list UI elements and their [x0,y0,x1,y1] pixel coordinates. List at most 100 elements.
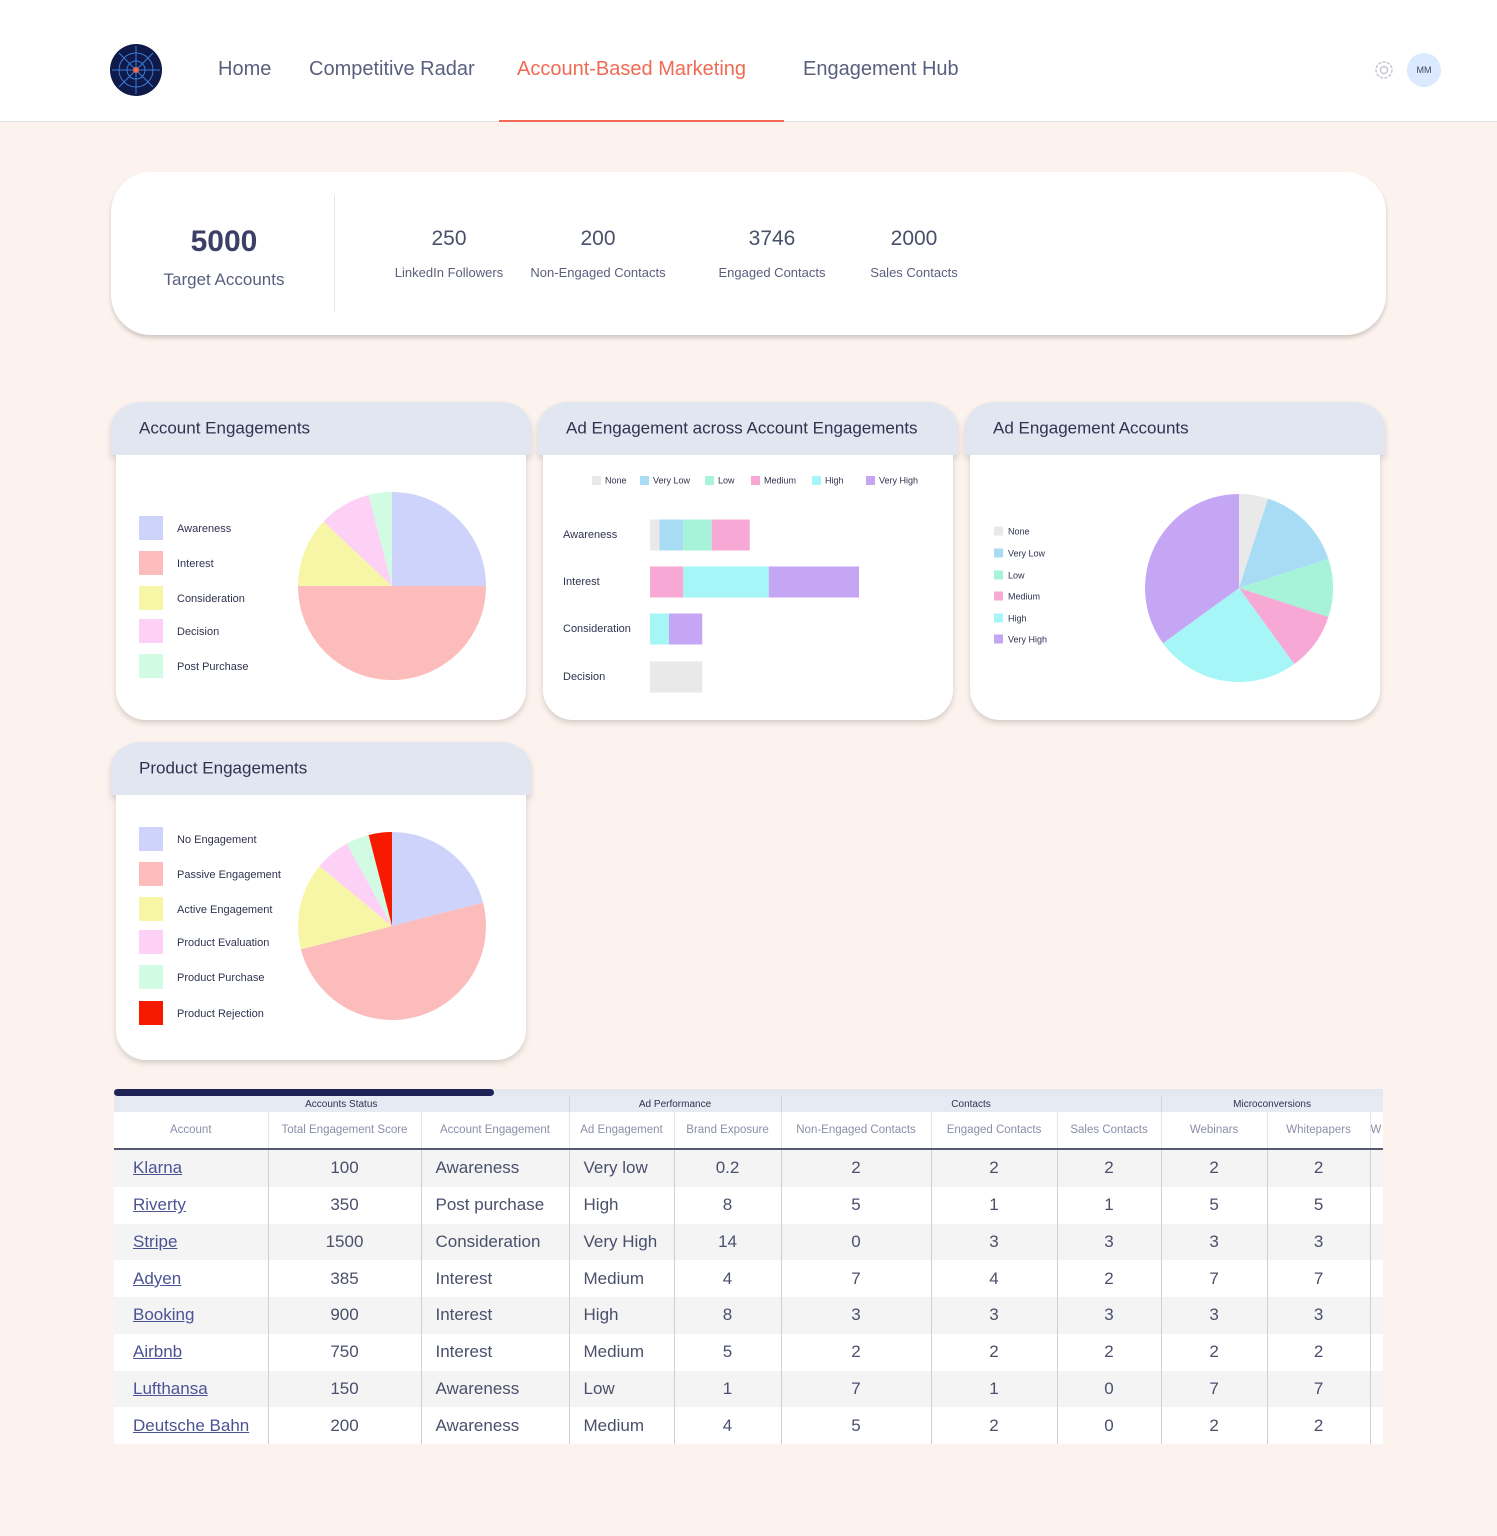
cell: 8 [674,1297,782,1334]
account-link[interactable]: Adyen [133,1268,182,1288]
legend-label: Post Purchase [177,661,249,673]
scrollbar-thumb[interactable] [114,1089,494,1096]
account-link[interactable]: Airbnb [133,1342,183,1362]
metric-value: 200 [580,227,616,250]
cell: Awareness [421,1149,570,1187]
card-header [538,432,958,455]
cell: Adyen [114,1260,269,1297]
pie-slice [392,492,486,586]
pie-slice [392,832,484,926]
cell: Interest [421,1260,570,1297]
column-header[interactable]: Account Engagement [421,1112,570,1150]
cell: 3 [1161,1297,1268,1334]
legend-label: Medium [764,475,796,485]
pie-slice [298,586,486,680]
cell: 3 [781,1297,932,1334]
column-header[interactable]: Brand Exposure [674,1112,782,1150]
table-row: Stripe 1500 Consideration Very High 14 0 3 3 3 3 [114,1223,1383,1261]
logo[interactable] [108,42,164,98]
group-header: Accounts Status [114,1096,570,1112]
pie-slice [319,843,392,926]
group-header: Contacts [781,1096,1162,1112]
pie-slice [300,902,486,1020]
cell: 7 [1161,1260,1268,1297]
pie-slice [1239,558,1333,618]
active-indicator [499,120,784,122]
metric-label: LinkedIn Followers [394,265,504,280]
settings-icon[interactable] [1373,59,1395,81]
account-link[interactable]: Booking [133,1305,195,1325]
group-row: Accounts Status Ad Performance Contacts Mic… [114,1096,1383,1112]
account-link[interactable]: Klarna [133,1158,183,1178]
cell: 2 [781,1149,932,1187]
legend-swatch [139,930,163,954]
divider [334,195,335,312]
pie-slice [1239,498,1329,588]
legend-swatch [705,476,714,485]
column-header[interactable]: Webinars [1161,1112,1268,1150]
metric-value: 250 [431,227,467,250]
cell: 2 [1267,1149,1371,1187]
cell: High [569,1186,675,1224]
legend-swatch [994,526,1003,536]
cell [1370,1370,1383,1408]
nav-link[interactable]: Account-Based Marketing [517,58,747,80]
cell: 2 [781,1333,932,1371]
legend-swatch [994,613,1003,623]
legend-swatch [139,897,163,921]
legend-swatch [139,862,163,886]
nav-link[interactable]: Competitive Radar [309,58,475,80]
cell: 150 [268,1370,422,1408]
account-link[interactable]: Riverty [133,1195,186,1215]
pie-slice [298,866,392,950]
cell: 3 [931,1223,1058,1261]
cell: Very low [569,1149,675,1187]
legend-label: No Engagement [177,834,257,846]
cell: 0 [781,1223,932,1261]
column-header[interactable]: Whitepapers [1267,1112,1371,1150]
pie-slice [323,494,392,586]
chart-title: Account Engagements [139,418,310,437]
bar-segment [659,519,684,551]
account-link[interactable]: Stripe [133,1231,178,1251]
nav-link[interactable]: Engagement Hub [803,58,959,80]
column-header[interactable]: Engaged Contacts [931,1112,1058,1150]
summary-card: 5000 Target Accounts 250 LinkedIn Followe… [111,172,1386,335]
cell: 1 [931,1186,1058,1224]
legend-swatch [994,570,1003,580]
bar-segment [650,661,703,693]
legend-label: Very Low [653,475,691,485]
cell: 8 [674,1186,782,1224]
cell [1370,1333,1383,1371]
cell: Deutsche Bahn [114,1407,269,1444]
metric-label: Non-Engaged Contacts [530,265,666,280]
column-header[interactable]: W [1370,1112,1383,1150]
column-header[interactable]: Total Engagement Score [268,1112,422,1150]
cell [1370,1297,1383,1334]
bar-segment [650,519,660,551]
cell: 7 [1267,1370,1371,1408]
account-link[interactable]: Lufthansa [133,1378,208,1398]
column-header[interactable]: Sales Contacts [1057,1112,1162,1150]
legend-label: Product Evaluation [177,937,269,949]
cell: 3 [1267,1297,1371,1334]
cell: 5 [781,1186,932,1224]
cell: Riverty [114,1186,269,1224]
cell: 2 [931,1407,1058,1444]
cell: High [569,1297,675,1334]
legend-label: Low [1008,570,1025,580]
column-header[interactable]: Account [114,1112,269,1150]
cell: 5 [781,1407,932,1444]
legend-label: Very High [1008,634,1047,644]
cell: 4 [931,1260,1058,1297]
nav-link[interactable]: Home [218,58,272,80]
legend-label: None [1008,526,1030,536]
cell: 5 [1161,1186,1268,1224]
bar-segment [650,613,669,645]
table-row: Klarna 100 Awareness Very low 0.2 2 2 2 2 2 [114,1149,1383,1187]
column-header[interactable]: Ad Engagement [569,1112,675,1150]
account-link[interactable]: Deutsche Bahn [133,1415,250,1435]
column-header[interactable]: Non-Engaged Contacts [781,1112,932,1150]
cell [1370,1223,1383,1261]
avatar[interactable]: MM [1407,53,1441,87]
